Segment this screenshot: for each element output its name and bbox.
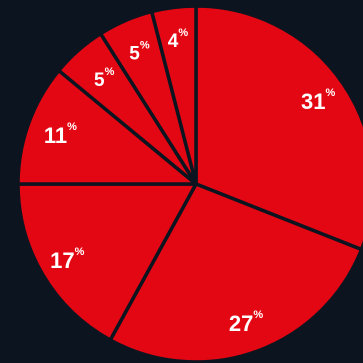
pie-slice-7 bbox=[149, 4, 198, 186]
slice-label-1: 31% bbox=[301, 87, 335, 114]
slice-label-6: 5% bbox=[129, 39, 150, 64]
pie-slice-3 bbox=[16, 182, 198, 342]
pie-labels: 31% 27% 17% 11% 5% 5% 4% bbox=[44, 27, 336, 336]
pie-slice-1 bbox=[194, 4, 363, 252]
slice-label-7: 4% bbox=[168, 27, 189, 52]
pie-slices bbox=[16, 4, 363, 363]
slice-label-4: 11% bbox=[44, 121, 77, 148]
slice-label-5: 5% bbox=[94, 66, 115, 91]
slice-label-2: 27% bbox=[229, 309, 263, 336]
pie-slice-4 bbox=[16, 68, 198, 186]
slice-label-3: 17% bbox=[50, 246, 84, 273]
